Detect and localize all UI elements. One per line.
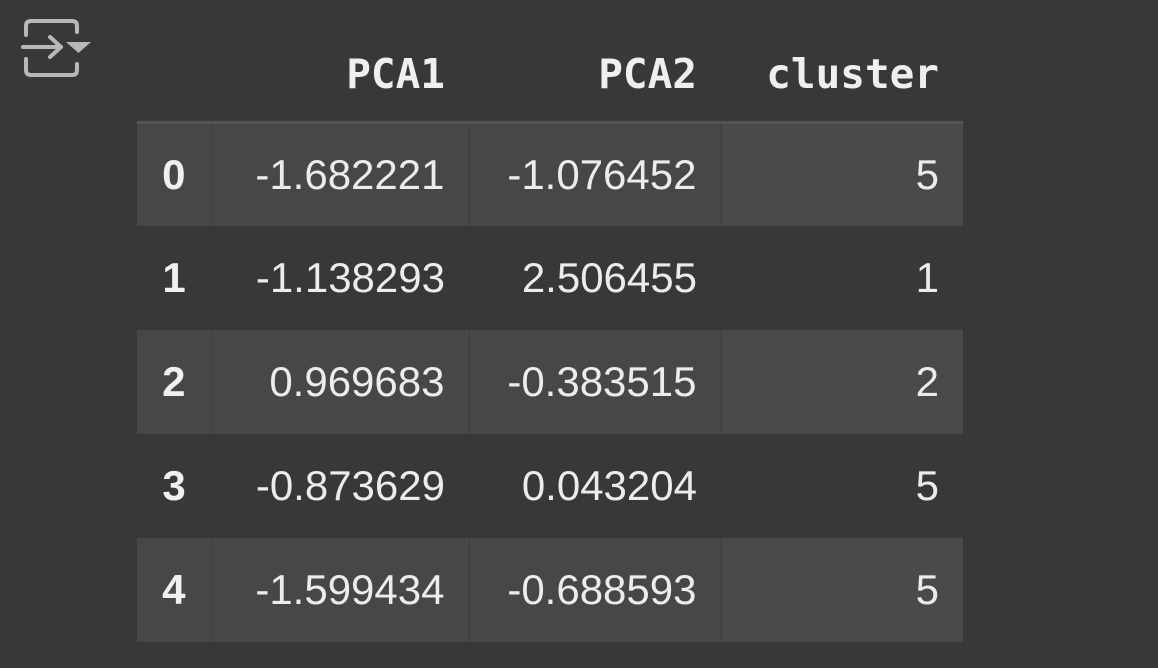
cell-cluster: 2: [720, 330, 963, 434]
cell-pca2: 2.506455: [521, 254, 697, 301]
cell-cluster: 5: [720, 122, 963, 226]
cell-pca2: -1.076452: [468, 122, 721, 226]
cell-pca1: 0.969683: [210, 330, 469, 434]
column-header-pca1: PCA1: [211, 0, 469, 124]
index-column-header: [137, 0, 211, 124]
cell-pca1: -0.873629: [255, 462, 445, 509]
row-index: 1: [162, 254, 186, 301]
row-index: 0: [137, 122, 211, 226]
cell-cluster: 1: [915, 254, 939, 301]
cell-pca1: -1.599434: [210, 538, 469, 642]
row-index: 2: [137, 330, 211, 434]
output-actions-icon: [21, 19, 91, 77]
row-index: 4: [137, 538, 211, 642]
row-index: 3: [162, 462, 186, 509]
cell-pca2: -0.383515: [468, 330, 721, 434]
cell-pca2: 0.043204: [521, 462, 697, 509]
column-header-cluster: cluster: [721, 0, 963, 124]
output-actions-button[interactable]: [20, 18, 94, 80]
table-row: 3 -0.873629 0.043204 5: [137, 434, 963, 538]
table-row: 4 -1.599434 -0.688593 5: [137, 538, 963, 642]
column-header-pca2: PCA2: [469, 0, 721, 124]
cell-pca2: -0.688593: [468, 538, 721, 642]
table-header-row: PCA1 PCA2 cluster: [137, 0, 963, 124]
dataframe-output: PCA1 PCA2 cluster 0 -1.682221 -1.076452 …: [137, 0, 963, 642]
cell-cluster: 5: [720, 538, 963, 642]
table-row: 0 -1.682221 -1.076452 5: [137, 122, 963, 226]
cell-cluster: 5: [915, 462, 939, 509]
table-row: 2 0.969683 -0.383515 2: [137, 330, 963, 434]
cell-pca1: -1.682221: [210, 122, 469, 226]
table-row: 1 -1.138293 2.506455 1: [137, 226, 963, 330]
cell-pca1: -1.138293: [255, 254, 445, 301]
dataframe-table: PCA1 PCA2 cluster 0 -1.682221 -1.076452 …: [137, 0, 963, 642]
